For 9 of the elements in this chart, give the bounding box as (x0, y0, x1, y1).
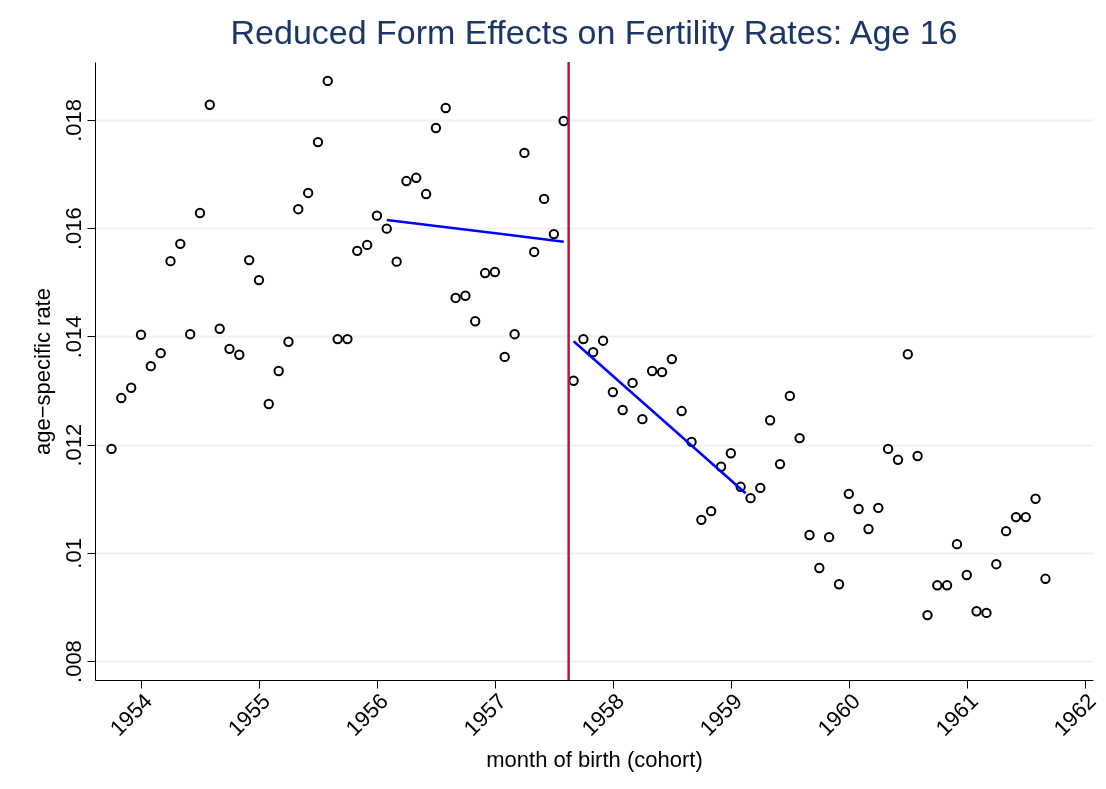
x-axis-title: month of birth (cohort) (486, 746, 703, 772)
y-tick-label: .014 (60, 315, 86, 359)
y-tick-label: .018 (60, 98, 86, 142)
y-axis-title: age−specific rate (29, 288, 55, 455)
y-tick-label: .01 (60, 538, 86, 569)
y-tick-label: .008 (60, 640, 86, 683)
y-tick-label: .016 (60, 207, 86, 251)
chart-title: Reduced Form Effects on Fertility Rates: Age 16 (230, 12, 958, 51)
y-tick-label: .012 (60, 423, 86, 467)
